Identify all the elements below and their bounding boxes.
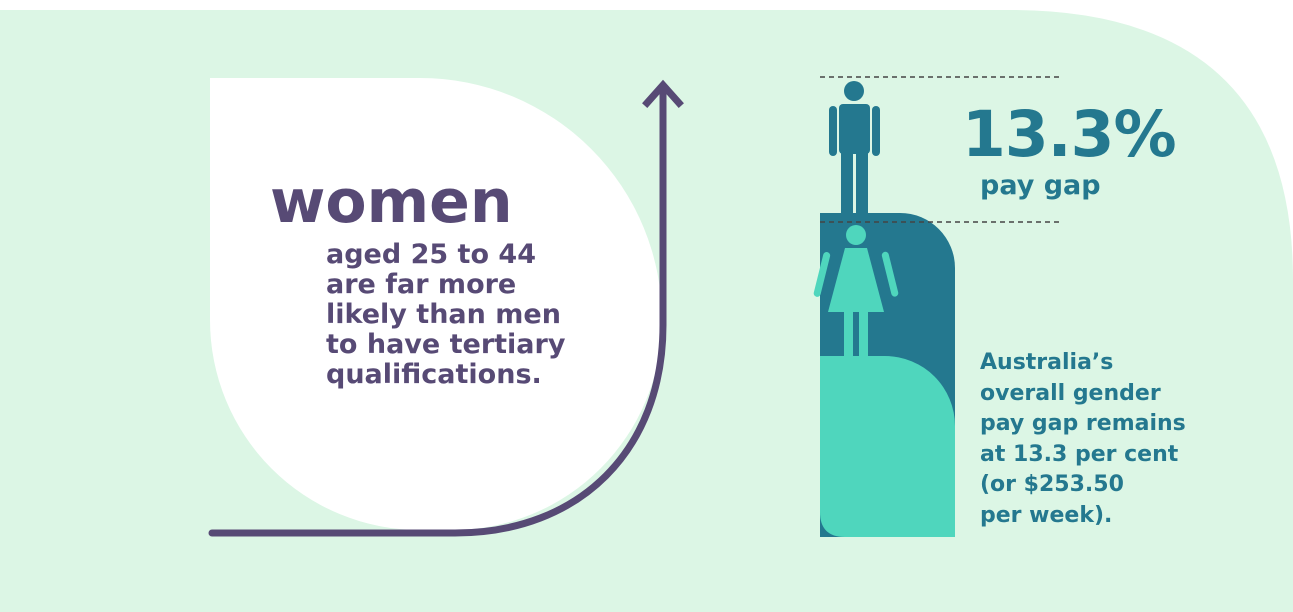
female-figure-icon — [813, 225, 899, 358]
arrow-head-icon — [642, 79, 684, 108]
pay-gap-description-line: per week). — [980, 502, 1113, 528]
pay-gap-description-line: pay gap remains — [980, 411, 1186, 436]
women-description-line: to have tertiary — [326, 329, 566, 360]
pay-gap-description: Australia’s overall gender pay gap remai… — [980, 348, 1186, 531]
women-heading: women — [270, 167, 513, 237]
pay-gap-label: pay gap — [980, 170, 1101, 201]
women-description-line: are far more — [326, 269, 517, 300]
women-description-line: qualifications. — [326, 359, 542, 390]
pay-gap-description-line: Australia’s — [980, 350, 1114, 375]
male-figure-icon — [829, 81, 880, 216]
pay-gap-description-line: overall gender — [980, 380, 1161, 406]
women-description-line: likely than men — [326, 299, 561, 330]
women-description-line: aged 25 to 44 — [326, 239, 536, 270]
women-card — [210, 78, 662, 530]
pay-gap-description-line: at 13.3 per cent — [980, 441, 1179, 467]
pay-gap-description-line: (or $253.50 — [980, 472, 1124, 497]
pay-bar-light — [820, 356, 955, 537]
growth-arrow — [208, 84, 667, 537]
women-description: aged 25 to 44 are far more likely than m… — [326, 240, 565, 390]
pay-gap-percent: 13.3% — [962, 98, 1177, 171]
